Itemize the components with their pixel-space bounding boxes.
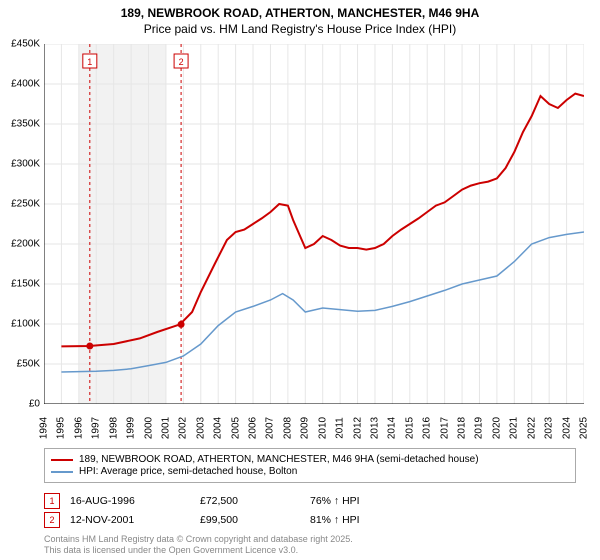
attribution-line1: Contains HM Land Registry data © Crown c… — [44, 534, 353, 545]
x-tick-label: 2002 — [178, 417, 189, 439]
x-tick-label: 2012 — [352, 417, 363, 439]
x-tick-label: 2011 — [335, 417, 346, 439]
x-tick-label: 2007 — [265, 417, 276, 439]
chart-title: 189, NEWBROOK ROAD, ATHERTON, MANCHESTER… — [0, 0, 600, 37]
x-tick-label: 2013 — [369, 417, 380, 439]
x-tick-label: 2016 — [422, 417, 433, 439]
y-tick-label: £350K — [11, 119, 40, 130]
transactions-list: 1 16-AUG-1996 £72,500 76% ↑ HPI 2 12-NOV-2001… — [44, 490, 584, 531]
x-tick-label: 2024 — [561, 417, 572, 439]
x-tick-label: 2004 — [213, 417, 224, 439]
legend-label: 189, NEWBROOK ROAD, ATHERTON, MANCHESTER… — [79, 454, 479, 465]
y-tick-label: £400K — [11, 79, 40, 90]
x-tick-label: 2014 — [387, 417, 398, 439]
legend-swatch — [51, 459, 73, 461]
x-tick-label: 2003 — [195, 417, 206, 439]
y-tick-label: £250K — [11, 199, 40, 210]
attribution-line2: This data is licensed under the Open Gov… — [44, 545, 353, 556]
transaction-date: 12-NOV-2001 — [70, 514, 190, 526]
x-tick-label: 1998 — [108, 417, 119, 439]
transaction-row: 2 12-NOV-2001 £99,500 81% ↑ HPI — [44, 512, 584, 528]
y-tick-label: £150K — [11, 279, 40, 290]
transaction-date: 16-AUG-1996 — [70, 495, 190, 507]
x-tick-label: 2008 — [282, 417, 293, 439]
x-tick-label: 2021 — [509, 417, 520, 439]
legend-item: HPI: Average price, semi-detached house,… — [51, 466, 569, 477]
x-tick-label: 2000 — [143, 417, 154, 439]
x-tick-label: 2010 — [317, 417, 328, 439]
x-tick-label: 2019 — [474, 417, 485, 439]
x-tick-label: 1996 — [73, 417, 84, 439]
x-tick-label: 2022 — [526, 417, 537, 439]
transaction-hpi: 76% ↑ HPI — [310, 495, 584, 507]
x-tick-label: 2017 — [439, 417, 450, 439]
legend: 189, NEWBROOK ROAD, ATHERTON, MANCHESTER… — [44, 448, 576, 483]
chart-container: 189, NEWBROOK ROAD, ATHERTON, MANCHESTER… — [0, 0, 600, 560]
x-tick-label: 2015 — [404, 417, 415, 439]
x-tick-label: 1997 — [91, 417, 102, 439]
transaction-row: 1 16-AUG-1996 £72,500 76% ↑ HPI — [44, 493, 584, 509]
chart-plot-area: 12 — [44, 44, 584, 404]
x-tick-label: 2023 — [544, 417, 555, 439]
y-tick-label: £100K — [11, 319, 40, 330]
y-tick-label: £50K — [17, 359, 40, 370]
y-tick-label: £300K — [11, 159, 40, 170]
title-subtitle: Price paid vs. HM Land Registry's House … — [0, 22, 600, 38]
legend-label: HPI: Average price, semi-detached house,… — [79, 466, 297, 477]
transaction-price: £72,500 — [200, 495, 300, 507]
chart-svg: 12 — [44, 44, 584, 404]
transaction-price: £99,500 — [200, 514, 300, 526]
transaction-badge: 1 — [44, 493, 60, 509]
y-tick-label: £0 — [29, 399, 40, 410]
legend-swatch — [51, 471, 73, 473]
svg-text:2: 2 — [179, 57, 184, 67]
svg-text:1: 1 — [87, 57, 92, 67]
y-tick-label: £200K — [11, 239, 40, 250]
attribution: Contains HM Land Registry data © Crown c… — [44, 534, 353, 556]
x-tick-label: 2009 — [300, 417, 311, 439]
x-tick-label: 1994 — [39, 417, 50, 439]
x-tick-label: 2020 — [491, 417, 502, 439]
x-tick-label: 2001 — [160, 417, 171, 439]
y-tick-label: £450K — [11, 39, 40, 50]
x-axis-labels: 1994199519961997199819992000200120022003… — [44, 404, 584, 444]
x-tick-label: 1995 — [56, 417, 67, 439]
x-tick-label: 1999 — [126, 417, 137, 439]
y-axis-labels: £0£50K£100K£150K£200K£250K£300K£350K£400… — [0, 44, 44, 404]
x-tick-label: 2006 — [248, 417, 259, 439]
x-tick-label: 2018 — [457, 417, 468, 439]
transaction-badge: 2 — [44, 512, 60, 528]
x-tick-label: 2005 — [230, 417, 241, 439]
x-tick-label: 2025 — [579, 417, 590, 439]
legend-item: 189, NEWBROOK ROAD, ATHERTON, MANCHESTER… — [51, 454, 569, 465]
title-address: 189, NEWBROOK ROAD, ATHERTON, MANCHESTER… — [0, 6, 600, 22]
transaction-hpi: 81% ↑ HPI — [310, 514, 584, 526]
